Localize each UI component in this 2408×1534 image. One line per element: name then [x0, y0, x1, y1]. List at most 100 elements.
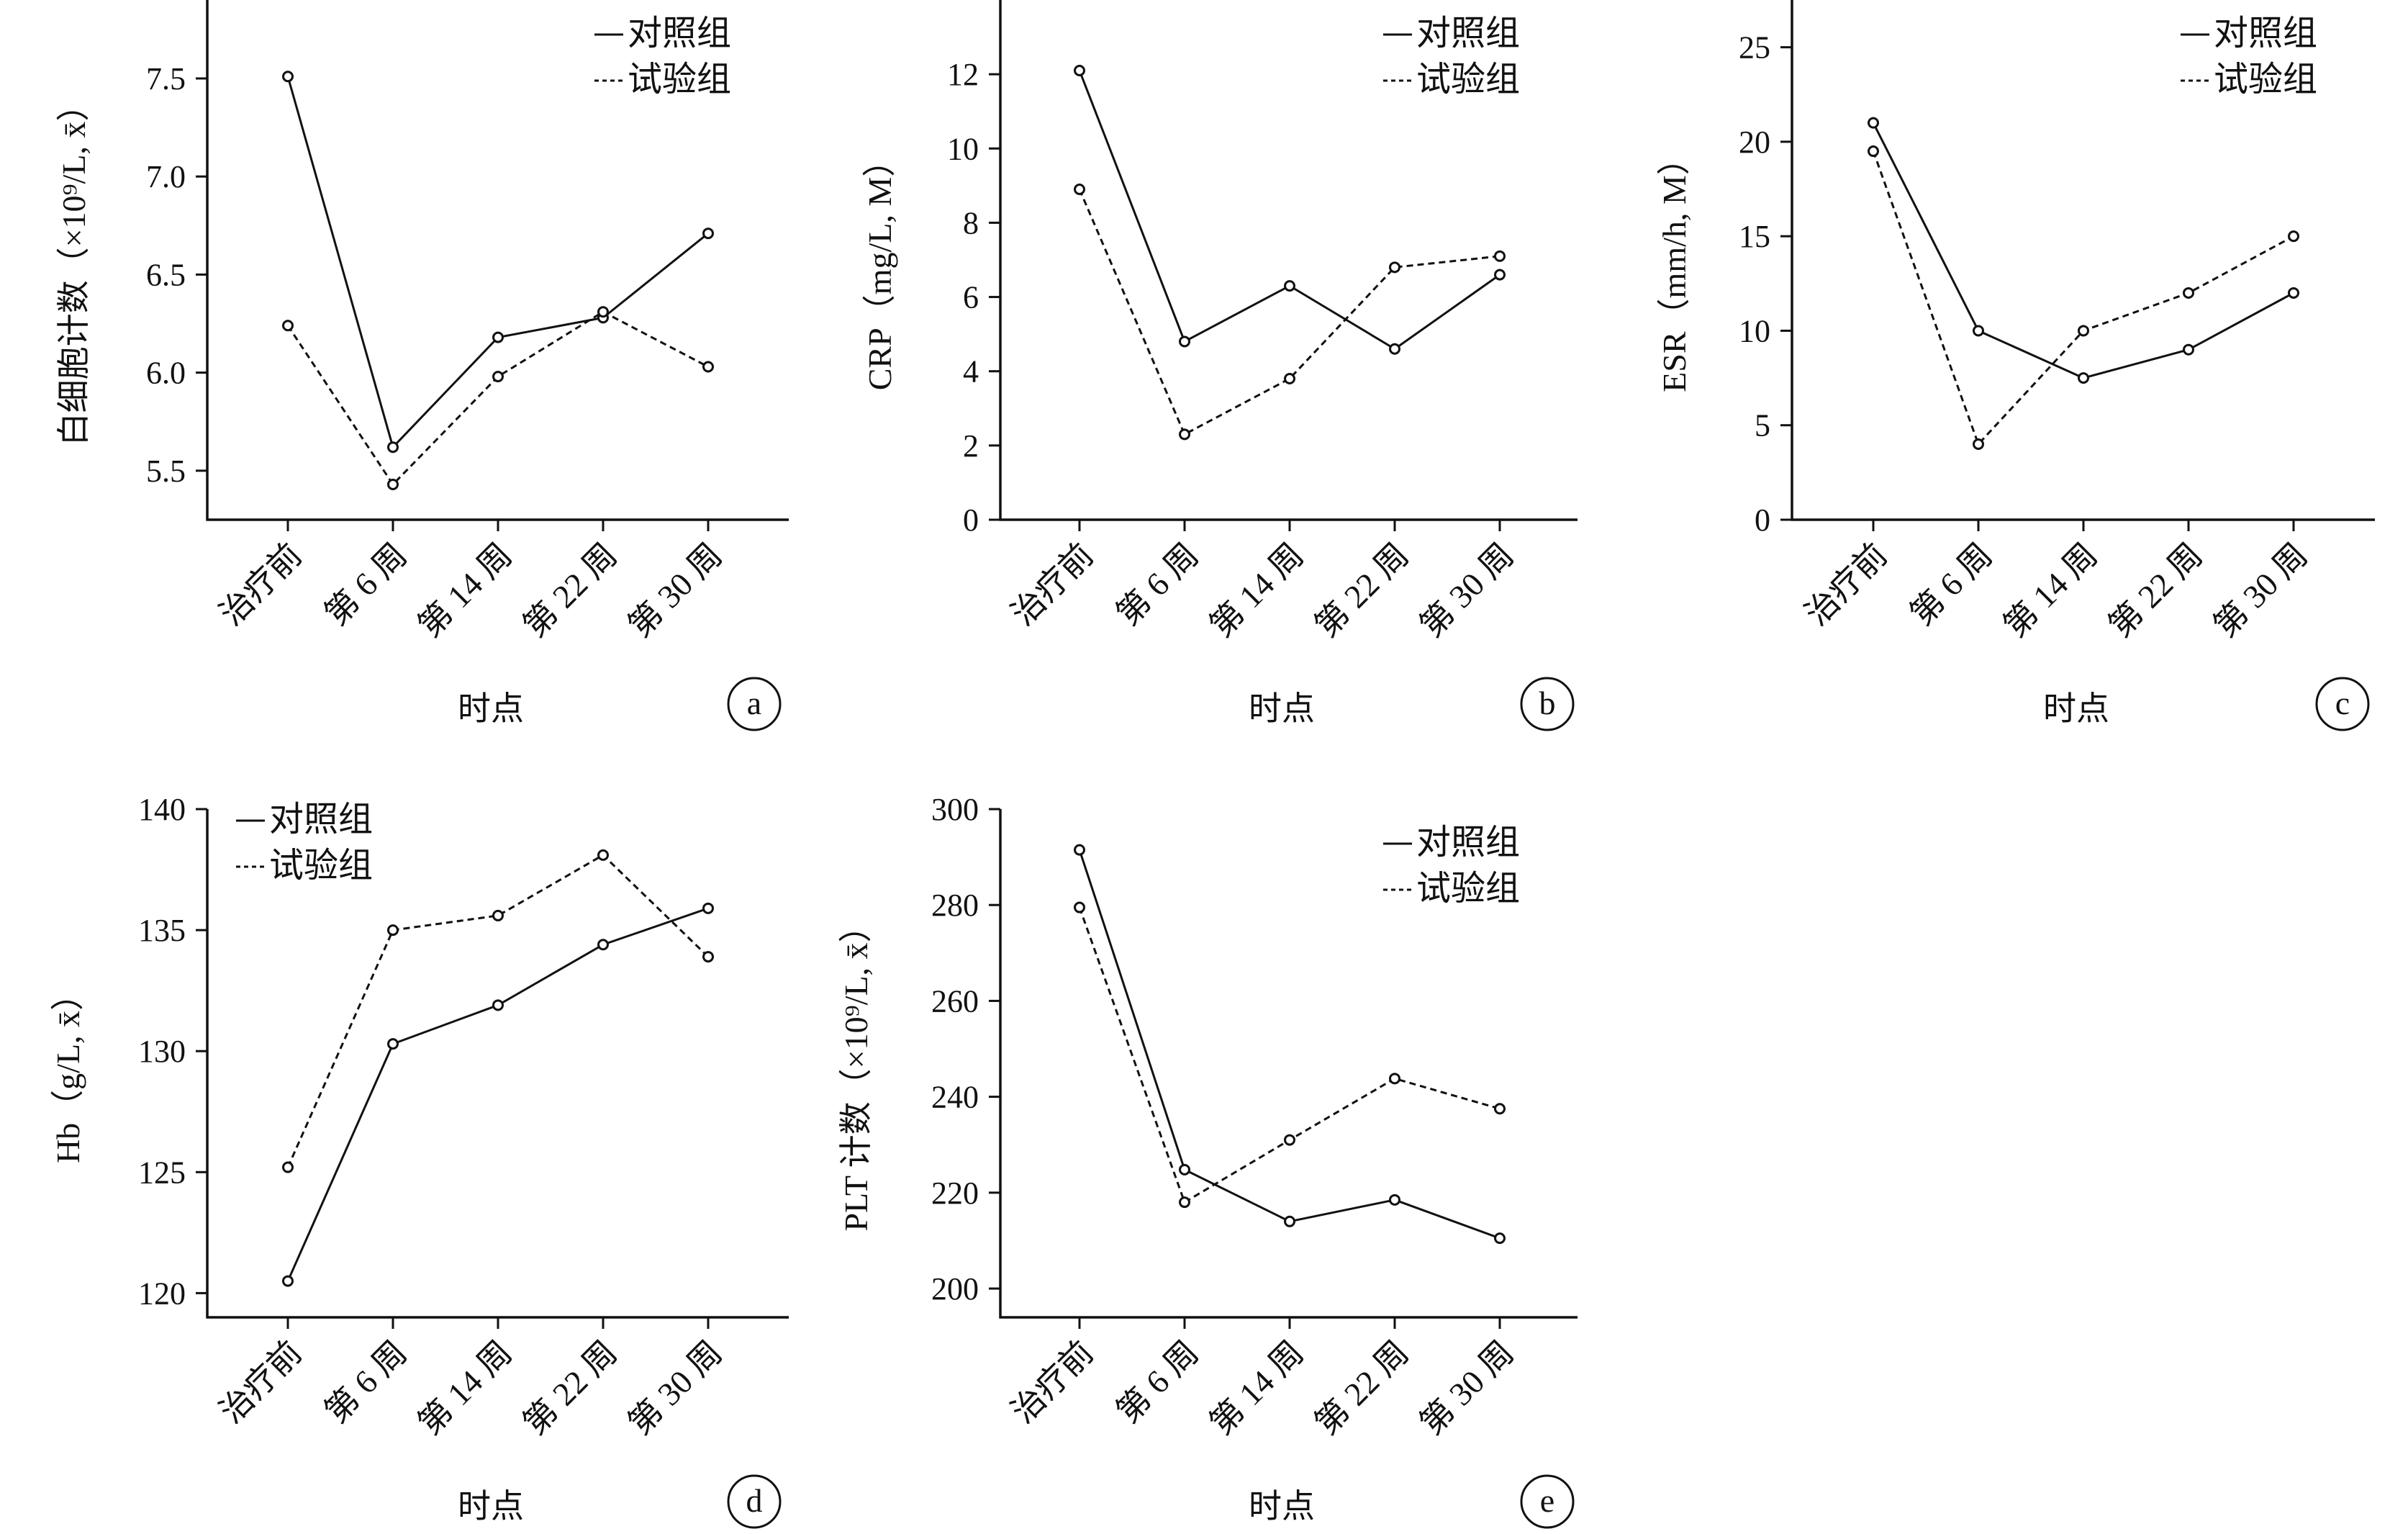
data-point [1868, 145, 1879, 158]
data-point [387, 441, 399, 454]
x-tick-label: 治疗前 [212, 1334, 309, 1430]
data-point [492, 371, 504, 383]
x-tick-label: 第 14 周 [411, 536, 519, 644]
x-axis-title: 时点 [458, 1488, 524, 1525]
data-point [492, 331, 504, 343]
x-tick-label: 第 14 周 [411, 1334, 519, 1442]
series-line-control [1078, 70, 1501, 351]
panel-letter-circle [1520, 677, 1575, 731]
y-tick-label: 200 [931, 1271, 979, 1307]
series-line-control [286, 907, 709, 1282]
y-tick-label: 5.5 [146, 454, 186, 489]
panel-c: 0 5 10 15 20 25 治疗前第 6 周第 14 周第 22 周第 30 周时点 ES… [1656, 0, 2375, 731]
panel-letter: d [746, 1482, 763, 1519]
legend-label: 对照组 [628, 14, 731, 53]
legend-label: 对照组 [2214, 14, 2317, 53]
panel-b: 0 2 4 6 8 10 12 治疗前第 6 周第 14 周第 22 周第 30 周时点 CRP… [861, 0, 1578, 731]
data-point [1494, 250, 1506, 262]
data-point [1284, 373, 1295, 385]
x-tick-label: 第 30 周 [1413, 1334, 1521, 1442]
data-point [1179, 1196, 1190, 1209]
data-point [2288, 287, 2299, 299]
x-axis-title: 时点 [1249, 1488, 1315, 1525]
series-line-control [1078, 849, 1501, 1240]
x-tick-label: 第 6 周 [1109, 1334, 1205, 1430]
data-point [1868, 117, 1879, 129]
data-point [2078, 325, 2089, 337]
data-point [1973, 438, 1984, 450]
legend-label: 对照组 [1416, 824, 1520, 862]
data-point [1389, 1073, 1400, 1085]
y-tick-label: 8 [963, 205, 979, 240]
data-point [282, 1275, 294, 1287]
y-tick-label: 0 [963, 502, 979, 538]
y-tick-label: 260 [931, 983, 979, 1019]
x-tick-label: 第 22 周 [516, 536, 624, 644]
y-axis-title: 白细胞计数（×10⁹/L, x̄） [55, 89, 92, 446]
x-tick-label: 第 6 周 [317, 536, 414, 633]
data-point [1074, 844, 1085, 856]
y-axis-title: Hb（g/L, x̄） [50, 978, 86, 1163]
data-point [2288, 230, 2299, 243]
data-point [597, 849, 609, 861]
legend-label: 试验组 [1416, 870, 1520, 908]
data-point [597, 306, 609, 318]
y-tick-label: 25 [1739, 30, 1770, 66]
y-tick-label: 280 [931, 888, 979, 923]
x-tick-label: 第 6 周 [317, 1334, 414, 1430]
x-tick-label: 第 30 周 [621, 536, 729, 644]
data-point [387, 1038, 399, 1050]
y-tick-label: 10 [947, 131, 979, 166]
panel-letter: a [747, 685, 761, 721]
x-tick-label: 治疗前 [212, 536, 309, 633]
y-tick-label: 20 [1739, 125, 1770, 160]
y-tick-label: 2 [963, 428, 979, 464]
data-point [1179, 428, 1190, 441]
data-point [1074, 184, 1085, 196]
x-axis-title: 时点 [2043, 690, 2109, 727]
panel-letter-circle [727, 1474, 782, 1529]
panel-d: 120 125 130 135 140 治疗前第 6 周第 14 周第 22 周第 30 … [50, 792, 789, 1529]
legend-label: 试验组 [628, 60, 731, 99]
x-tick-label: 第 30 周 [1413, 536, 1521, 644]
y-axis-title: ESR（mm/h, M） [1656, 142, 1693, 392]
data-point [1389, 1194, 1400, 1206]
y-tick-label: 300 [931, 792, 979, 827]
data-point [1389, 343, 1400, 355]
x-tick-label: 治疗前 [1004, 536, 1100, 633]
data-point [702, 951, 714, 963]
x-tick-label: 第 22 周 [1308, 536, 1416, 644]
series-line-trial [1078, 907, 1501, 1204]
y-tick-label: 220 [931, 1176, 979, 1211]
x-tick-label: 第 22 周 [2101, 536, 2209, 644]
data-point [1284, 1215, 1295, 1227]
x-tick-label: 第 30 周 [2206, 536, 2314, 644]
x-axis-title: 时点 [458, 690, 524, 727]
x-tick-label: 第 14 周 [1203, 1334, 1311, 1442]
data-point [2183, 343, 2194, 356]
y-tick-label: 12 [947, 57, 979, 92]
y-axis-title: CRP（mg/L, M） [861, 144, 898, 391]
y-tick-label: 6 [963, 280, 979, 315]
x-tick-label: 第 14 周 [1203, 536, 1311, 644]
y-tick-label: 240 [931, 1080, 979, 1115]
x-tick-label: 第 30 周 [621, 1334, 729, 1442]
x-tick-label: 治疗前 [1798, 536, 1894, 633]
panel-e: 200 220 240 260 280 300 治疗前第 6 周第 14 周第 22 周第 … [838, 792, 1578, 1529]
panel-a: 5.5 6.0 6.5 7.0 7.5 治疗前第 6 周第 14 周第 22 周第 30 … [55, 0, 789, 731]
data-point [492, 909, 504, 921]
data-point [282, 1161, 294, 1173]
data-point [702, 902, 714, 914]
x-tick-label: 第 14 周 [1996, 536, 2104, 644]
data-point [1074, 901, 1085, 913]
data-point [282, 71, 294, 83]
x-axis-title: 时点 [1249, 690, 1315, 727]
y-axis-title: PLT 计数（×10⁹/L, x̄） [838, 909, 874, 1231]
legend-label: 对照组 [269, 800, 373, 839]
y-tick-label: 120 [138, 1276, 186, 1311]
legend-label: 试验组 [1416, 60, 1520, 99]
data-point [1494, 269, 1506, 281]
y-tick-label: 5 [1755, 408, 1770, 443]
x-tick-label: 第 22 周 [516, 1334, 624, 1442]
